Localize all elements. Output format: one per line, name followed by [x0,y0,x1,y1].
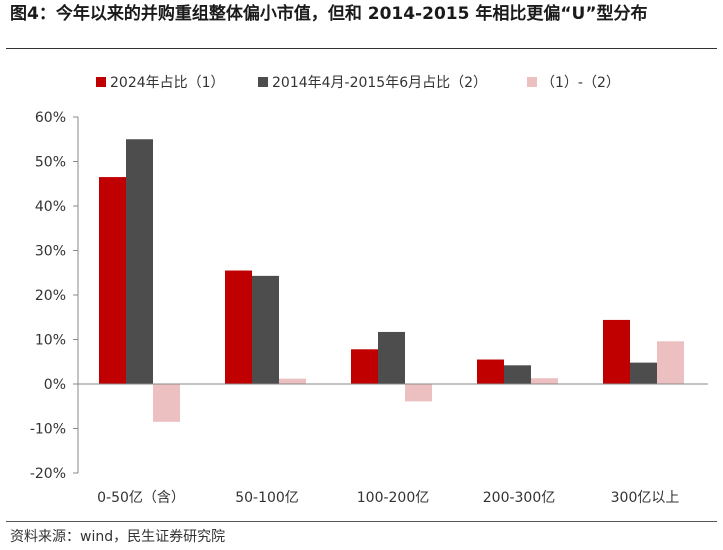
y-axis: 60% 50% 40% 30% 20% 10% 0% -10% -20% [30,110,79,482]
y-tick-label: 60% [35,110,66,126]
y-tick-label: 10% [35,333,66,349]
bar-0-50亿-含-s1 [99,177,126,384]
bar-100-200亿-s2 [378,331,405,384]
x-category-label: 100-200亿 [357,490,430,506]
bar-200-300亿-s2 [504,365,531,384]
bar-200-300亿-s3 [531,378,558,384]
bar-100-200亿-s3 [405,384,432,402]
legend-swatch [258,77,268,87]
chart-title: 图4：今年以来的并购重组整体偏小市值，但和 2014-2015 年相比更偏“U”… [10,4,648,24]
bar-0-50亿-含-s2 [126,139,153,384]
legend-swatch [527,77,537,87]
bar-100-200亿-s1 [351,349,378,384]
y-tick-label: 40% [35,199,66,215]
bar-marks [99,139,684,422]
y-tick-label: 30% [35,244,66,260]
x-category-label: 50-100亿 [235,490,299,506]
source-note: 资料来源：wind，民生证券研究院 [10,529,226,545]
legend-item-1: 2024年占比（1） [96,75,225,91]
bar-300亿以上-s2 [630,362,657,384]
legend-label: 2024年占比（1） [110,75,225,91]
y-tick-label: 50% [35,155,66,171]
x-axis: 0-50亿（含） 50-100亿 100-200亿 200-300亿 300亿以上 [78,383,708,506]
legend-label: （1）-（2） [541,75,620,91]
legend-label: 2014年4月-2015年6月占比（2） [272,75,487,91]
bar-50-100亿-s3 [279,378,306,384]
title-divider [6,48,717,49]
legend-item-3: （1）-（2） [527,75,620,91]
x-category-label: 300亿以上 [611,490,680,506]
chart-legend: 2024年占比（1） 2014年4月-2015年6月占比（2） （1）-（2） [96,75,620,91]
bar-50-100亿-s1 [225,270,252,384]
y-tick-label: -10% [30,422,66,438]
y-tick-label: 20% [35,288,66,304]
legend-swatch [96,77,106,87]
footer-divider [6,521,717,522]
bar-300亿以上-s1 [603,319,630,384]
bar-300亿以上-s3 [657,341,684,384]
x-category-label: 200-300亿 [483,490,556,506]
legend-item-2: 2014年4月-2015年6月占比（2） [258,75,487,91]
bar-50-100亿-s2 [252,275,279,384]
bar-0-50亿-含-s3 [153,384,180,422]
bar-chart: 2024年占比（1） 2014年4月-2015年6月占比（2） （1）-（2） 60… [30,75,708,506]
bar-200-300亿-s1 [477,359,504,384]
x-category-label: 0-50亿（含） [97,490,185,506]
y-tick-label: -20% [30,466,66,482]
y-tick-label: 0% [44,377,66,393]
